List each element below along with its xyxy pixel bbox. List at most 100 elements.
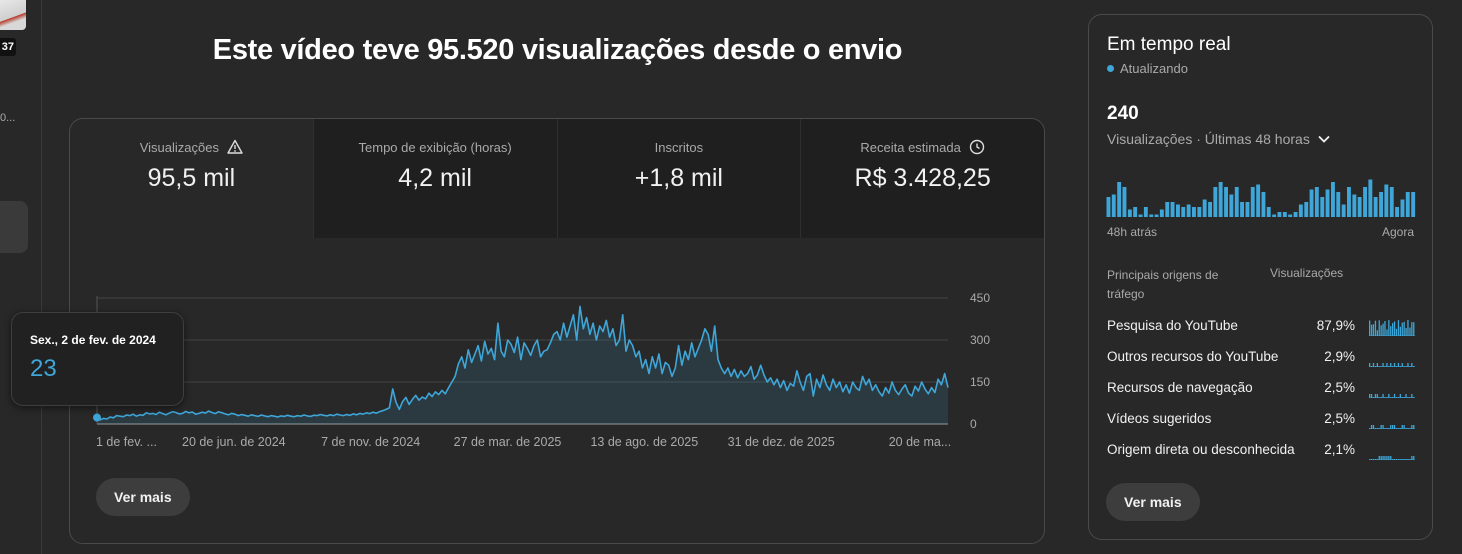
realtime-bar (1159, 209, 1164, 217)
tooltip-date: Sex., 2 de fev. de 2024 (30, 333, 156, 347)
views-chart-area: 450 300 150 0 1 de fev. ... 20 de jun. de 202… (70, 238, 1045, 543)
chart-tooltip: Sex., 2 de fev. de 2024 23 (11, 312, 184, 406)
realtime-bar (1293, 212, 1298, 217)
traffic-views-header: Visualizações (1270, 266, 1344, 280)
sparkline-bar (1380, 366, 1382, 367)
sparkline-bar (1393, 394, 1396, 398)
realtime-ver-mais-button[interactable]: Ver mais (1106, 483, 1200, 521)
sparkline-bar (1386, 397, 1388, 398)
tooltip-point (93, 413, 101, 422)
realtime-bar (1170, 202, 1175, 217)
live-dot-icon (1107, 65, 1114, 72)
sparkline-bar (1413, 456, 1415, 460)
tab-tempo-exibicao[interactable]: Tempo de exibição (horas) 4,2 mil (313, 119, 558, 238)
sparkline-bar (1407, 428, 1409, 429)
realtime-count: 240 (1107, 103, 1139, 124)
views-chart[interactable]: 450 300 150 0 1 de fev. ... 20 de jun. de 202… (70, 238, 1045, 468)
sparkline-bar (1372, 397, 1375, 398)
realtime-bar (1309, 189, 1314, 217)
sparkline-bar (1399, 394, 1401, 398)
video-thumbnail[interactable] (0, 0, 26, 30)
sparkline-bar (1397, 320, 1400, 336)
sparkline-bar (1395, 366, 1398, 367)
sparkline-bar (1407, 459, 1409, 460)
traffic-source-row[interactable]: Recursos de navegação 2,5% (1107, 378, 1417, 398)
realtime-bar (1186, 204, 1191, 217)
sparkline-bar (1378, 397, 1380, 398)
sparkline-bar (1382, 456, 1384, 460)
traffic-sources-header: Principais origens de tráfego (1107, 268, 1219, 301)
ver-mais-button[interactable]: Ver mais (96, 478, 190, 516)
realtime-bar (1234, 187, 1239, 217)
sparkline-bar (1369, 363, 1371, 367)
left-rail: 37 0... (0, 0, 42, 554)
traffic-source-pct: 2,5% (1324, 411, 1355, 426)
realtime-bar (1347, 187, 1351, 217)
traffic-source-row[interactable]: Origem direta ou desconhecida 2,1% (1107, 440, 1417, 460)
sparkline-bar (1405, 328, 1407, 336)
traffic-source-pct: 2,5% (1324, 380, 1355, 395)
sparkline-bar (1372, 425, 1375, 429)
sparkline-bar (1376, 428, 1378, 429)
sparkline-bar (1393, 425, 1396, 429)
traffic-source-sparkline (1369, 320, 1415, 336)
tab-visualizacoes[interactable]: Visualizações 95,5 mil (70, 119, 314, 238)
x-tick-label: 20 de jun. de 2024 (182, 435, 286, 449)
sparkline-bar (1374, 366, 1377, 367)
sparkline-bar (1401, 363, 1403, 367)
sparkline-bar (1370, 425, 1373, 429)
sparkline-bar (1390, 397, 1392, 398)
sparkline-bar (1384, 428, 1386, 429)
warning-icon[interactable] (227, 139, 243, 155)
sparkline-bar (1386, 329, 1388, 336)
sparkline-bar (1378, 456, 1380, 460)
y-tick-label: 0 (970, 417, 977, 431)
sparkline-bar (1384, 397, 1386, 398)
x-tick-label: 27 de mar. de 2025 (454, 435, 562, 449)
sparkline-bar (1380, 325, 1382, 336)
realtime-bar (1389, 187, 1394, 217)
sparkline-bar (1374, 394, 1377, 398)
realtime-bar (1357, 197, 1362, 217)
sparkline-bar (1388, 394, 1390, 398)
realtime-bar (1218, 182, 1223, 217)
sparkline-bar (1392, 323, 1394, 336)
traffic-source-label: Origem direta ou desconhecida (1107, 442, 1295, 457)
realtime-bar (1384, 184, 1389, 217)
traffic-source-row[interactable]: Vídeos sugeridos 2,5% (1107, 409, 1417, 429)
realtime-bar (1395, 207, 1399, 217)
traffic-source-pct: 2,1% (1324, 442, 1355, 457)
traffic-source-row[interactable]: Pesquisa do YouTube 87,9% (1107, 316, 1417, 336)
sparkline-bar (1378, 366, 1380, 367)
realtime-bar-chart[interactable] (1106, 177, 1416, 217)
sparkline-bar (1403, 459, 1405, 460)
rail-active-item[interactable] (0, 201, 28, 253)
sparkline-bar (1380, 456, 1382, 460)
realtime-bar (1192, 207, 1196, 217)
sparkline-bar (1388, 456, 1390, 460)
y-tick-label: 150 (970, 375, 990, 389)
sparkline-bar (1399, 326, 1401, 336)
realtime-bar (1379, 192, 1383, 217)
clock-icon[interactable] (969, 139, 985, 155)
traffic-source-label: Outros recursos do YouTube (1107, 349, 1279, 364)
tab-receita[interactable]: Receita estimada R$ 3.428,25 (801, 119, 1044, 238)
realtime-bar (1181, 207, 1186, 217)
sparkline-bar (1395, 428, 1398, 429)
page-headline: Este vídeo teve 95.520 visualizações des… (212, 34, 903, 66)
tab-inscritos[interactable]: Inscritos +1,8 mil (557, 119, 802, 238)
realtime-bar (1400, 199, 1405, 217)
x-tick-label: 20 de ma... (889, 435, 952, 449)
realtime-bar (1208, 202, 1212, 217)
duration-badge: 37 (0, 38, 16, 56)
realtime-bar (1363, 187, 1367, 217)
sparkline-bar (1401, 459, 1403, 460)
traffic-source-row[interactable]: Outros recursos do YouTube 2,9% (1107, 347, 1417, 367)
realtime-period-selector[interactable]: Visualizações · Últimas 48 horas (1107, 131, 1332, 147)
realtime-bar (1111, 194, 1116, 217)
x-tick-label: 31 de dez. de 2025 (728, 435, 835, 449)
realtime-status-label: Atualizando (1120, 61, 1188, 76)
realtime-bar (1122, 187, 1127, 217)
sparkline-bar (1392, 425, 1394, 429)
sparkline-bar (1390, 363, 1392, 367)
